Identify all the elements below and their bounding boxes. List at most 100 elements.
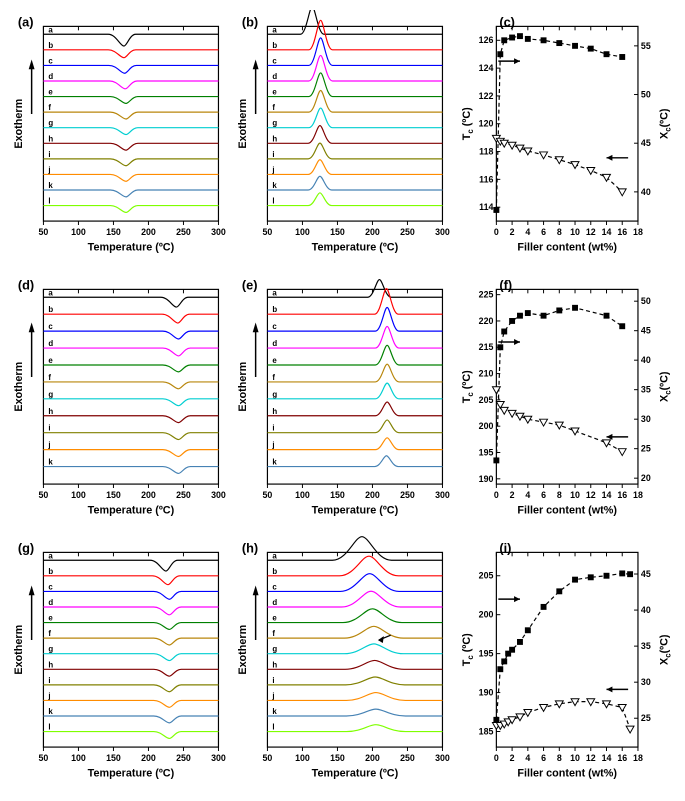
- svg-text:150: 150: [106, 753, 121, 763]
- svg-text:Exotherm: Exotherm: [13, 625, 25, 675]
- svg-text:k: k: [48, 707, 53, 716]
- svg-text:e: e: [48, 88, 53, 97]
- svg-text:b: b: [273, 41, 278, 50]
- svg-text:d: d: [273, 339, 278, 348]
- svg-text:200: 200: [141, 227, 156, 237]
- svg-text:118: 118: [479, 146, 493, 156]
- svg-text:e: e: [273, 88, 278, 97]
- svg-text:g: g: [273, 645, 278, 654]
- svg-text:18: 18: [633, 227, 643, 237]
- svg-text:c: c: [48, 322, 53, 331]
- svg-text:h: h: [48, 660, 53, 669]
- svg-text:150: 150: [330, 227, 345, 237]
- svg-text:h: h: [273, 660, 278, 669]
- svg-text:Temperature (ºC): Temperature (ºC): [312, 505, 399, 517]
- svg-text:150: 150: [330, 490, 345, 500]
- svg-text:100: 100: [295, 490, 310, 500]
- svg-text:150: 150: [330, 753, 345, 763]
- svg-text:6: 6: [541, 490, 546, 500]
- svg-text:a: a: [273, 288, 278, 297]
- svg-text:300: 300: [211, 227, 226, 237]
- svg-text:200: 200: [478, 610, 493, 620]
- svg-text:195: 195: [478, 447, 493, 457]
- svg-text:16: 16: [617, 490, 627, 500]
- svg-text:i: i: [48, 424, 50, 433]
- svg-text:6: 6: [541, 753, 546, 763]
- svg-text:50: 50: [263, 490, 273, 500]
- svg-text:Xc(ºC): Xc(ºC): [658, 108, 672, 139]
- svg-text:50: 50: [641, 296, 651, 306]
- svg-text:116: 116: [479, 174, 493, 184]
- svg-text:0: 0: [494, 490, 499, 500]
- svg-text:(f): (f): [499, 277, 512, 292]
- panel-g: (g)50100150200250300Temperature (ºC)Exot…: [10, 536, 226, 791]
- svg-text:50: 50: [39, 490, 49, 500]
- svg-text:124: 124: [478, 63, 493, 73]
- svg-text:(d): (d): [18, 277, 34, 292]
- panel-a: (a)50100150200250300Temperature (ºC)Exot…: [10, 10, 226, 265]
- svg-text:g: g: [48, 645, 53, 654]
- svg-text:300: 300: [435, 227, 450, 237]
- svg-text:e: e: [48, 614, 53, 623]
- panel-f: (f)024681012141618Filler content (wt%)19…: [459, 273, 675, 528]
- svg-text:30: 30: [641, 677, 651, 687]
- svg-text:c: c: [273, 56, 278, 65]
- svg-text:Filler content (wt%): Filler content (wt%): [517, 768, 617, 780]
- svg-text:c: c: [48, 582, 53, 591]
- svg-text:300: 300: [211, 490, 226, 500]
- svg-text:Exotherm: Exotherm: [237, 362, 249, 412]
- svg-text:12: 12: [586, 490, 596, 500]
- svg-text:250: 250: [400, 227, 415, 237]
- svg-text:g: g: [273, 119, 278, 128]
- svg-text:150: 150: [106, 490, 121, 500]
- panel-d: (d)50100150200250300Temperature (ºC)Exot…: [10, 273, 226, 528]
- svg-text:100: 100: [71, 227, 86, 237]
- svg-text:e: e: [273, 356, 278, 365]
- svg-text:4: 4: [525, 753, 530, 763]
- svg-text:Exotherm: Exotherm: [13, 362, 25, 412]
- svg-text:300: 300: [211, 753, 226, 763]
- svg-text:g: g: [273, 390, 278, 399]
- svg-text:Temperature (ºC): Temperature (ºC): [312, 768, 399, 780]
- svg-text:Exotherm: Exotherm: [237, 99, 249, 149]
- svg-text:c: c: [48, 56, 53, 65]
- svg-text:(g): (g): [18, 540, 34, 555]
- svg-text:l: l: [273, 723, 275, 732]
- svg-text:Filler content (wt%): Filler content (wt%): [517, 505, 617, 517]
- svg-text:i: i: [48, 676, 50, 685]
- svg-text:200: 200: [478, 421, 493, 431]
- svg-text:2: 2: [509, 753, 514, 763]
- svg-text:e: e: [48, 356, 53, 365]
- svg-text:40: 40: [641, 355, 651, 365]
- svg-text:45: 45: [641, 138, 651, 148]
- svg-text:j: j: [47, 441, 50, 450]
- svg-text:Exotherm: Exotherm: [237, 625, 249, 675]
- svg-text:i: i: [273, 676, 275, 685]
- svg-text:200: 200: [365, 227, 380, 237]
- svg-text:i: i: [273, 150, 275, 159]
- panel-i: (i)024681012141618Filler content (wt%)18…: [459, 536, 675, 791]
- svg-text:e: e: [273, 614, 278, 623]
- svg-text:300: 300: [435, 753, 450, 763]
- svg-text:250: 250: [176, 227, 191, 237]
- svg-text:f: f: [48, 373, 51, 382]
- svg-text:0: 0: [494, 753, 499, 763]
- svg-text:d: d: [48, 339, 53, 348]
- svg-text:114: 114: [479, 202, 493, 212]
- svg-text:4: 4: [525, 227, 530, 237]
- svg-text:h: h: [48, 134, 53, 143]
- svg-text:200: 200: [141, 490, 156, 500]
- svg-text:100: 100: [71, 753, 86, 763]
- svg-text:Filler content (wt%): Filler content (wt%): [517, 242, 617, 254]
- svg-text:(e): (e): [242, 277, 258, 292]
- svg-text:12: 12: [586, 227, 596, 237]
- svg-text:l: l: [273, 197, 275, 206]
- svg-text:c: c: [273, 582, 278, 591]
- svg-text:Tc (ºC): Tc (ºC): [460, 107, 474, 140]
- svg-text:g: g: [48, 119, 53, 128]
- svg-text:j: j: [47, 165, 50, 174]
- svg-text:14: 14: [601, 490, 611, 500]
- svg-text:10: 10: [570, 227, 580, 237]
- svg-text:k: k: [48, 458, 53, 467]
- svg-text:50: 50: [39, 753, 49, 763]
